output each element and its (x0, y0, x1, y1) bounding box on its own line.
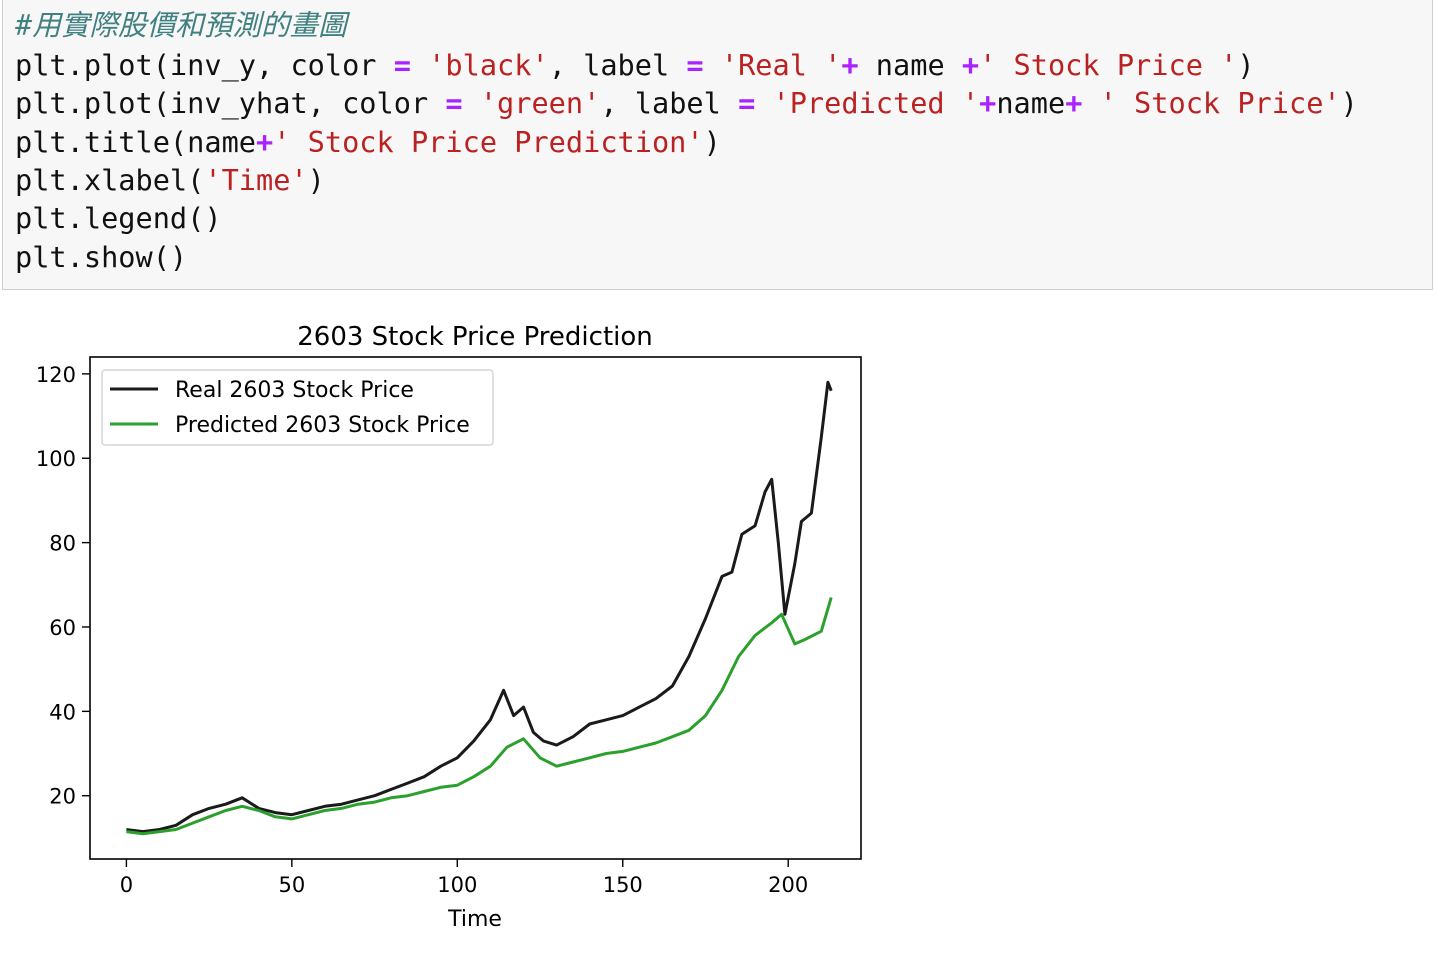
code-token: 'Predicted ' (772, 86, 980, 121)
code-token: ) (1237, 48, 1255, 82)
legend-box (101, 369, 494, 446)
code-token: ' Stock Price' (1099, 86, 1341, 121)
code-line: plt.plot(inv_y, color = 'black', label =… (15, 46, 1255, 84)
code-token: plt.plot(inv_y, color (15, 48, 394, 82)
y-tick-label: 40 (49, 700, 76, 724)
code-token (1082, 86, 1099, 120)
code-token: ) (703, 124, 721, 159)
code-token: + (256, 124, 274, 159)
code-token: 'black' (428, 48, 549, 82)
code-line: plt.plot(inv_yhat, color = 'green', labe… (15, 84, 1358, 122)
code-token: + (961, 48, 980, 82)
code-line: plt.xlabel('Time') (15, 161, 325, 199)
code-token: 'Real ' (720, 48, 842, 82)
code-token: + (1065, 86, 1083, 121)
code-line: plt.title(name+' Stock Price Prediction'… (15, 123, 721, 161)
x-tick-label: 100 (437, 873, 477, 897)
chart-output: 2603 Stock Price Prediction 0 50 100 150 200… (0, 296, 900, 964)
code-token: name (858, 48, 962, 82)
x-tick-label: 50 (278, 873, 305, 897)
stock-price-chart: 2603 Stock Price Prediction 0 50 100 150 200… (36, 322, 862, 932)
code-line: plt.legend() (15, 199, 222, 237)
code-token: + (841, 48, 859, 82)
code-token: plt.xlabel( (15, 162, 205, 197)
chart-title: 2603 Stock Price Prediction (297, 322, 653, 352)
code-token (411, 48, 428, 82)
x-tick-label: 150 (603, 873, 643, 897)
code-cell[interactable]: #用實際股價和預測的畫圖 plt.plot(inv_y, color = 'bl… (2, 0, 1433, 290)
code-token: plt.title(name (15, 124, 257, 159)
legend: Real 2603 Stock Price Predicted 2603 Sto… (101, 369, 494, 446)
code-token: ) (1340, 86, 1358, 121)
code-token (755, 86, 772, 120)
series-line-predicted (126, 597, 833, 836)
code-line: plt.show() (15, 238, 187, 276)
y-tick-label: 20 (49, 785, 76, 809)
code-token: ' Stock Price ' (979, 48, 1238, 82)
code-token: , label (548, 48, 687, 82)
code-token: plt.show() (15, 239, 188, 274)
code-token: ) (307, 162, 325, 197)
code-token: plt.legend() (15, 201, 222, 236)
y-tick-label: 80 (49, 532, 76, 556)
y-tick-label: 60 (49, 616, 76, 640)
code-token: , label (600, 86, 739, 121)
code-token (704, 48, 721, 82)
code-token: plt.plot(inv_yhat, color (15, 86, 446, 121)
code-token: ' Stock Price Prediction' (273, 124, 704, 159)
y-tick-label: 120 (36, 363, 76, 387)
series-line-real (126, 380, 833, 834)
code-token: = (445, 86, 463, 121)
legend-label-predicted: Predicted 2603 Stock Price (175, 413, 470, 438)
code-token: = (738, 86, 756, 121)
plot-frame (89, 356, 862, 860)
code-token: = (686, 48, 704, 82)
y-tick-label: 100 (36, 447, 76, 471)
code-token: 'Time' (204, 162, 308, 197)
code-token (463, 86, 480, 120)
x-tick-label: 0 (120, 873, 133, 897)
code-token: + (979, 86, 997, 121)
code-comment: #用實際股價和預測的畫圖 (15, 8, 347, 42)
code-token: = (393, 48, 411, 82)
x-tick-label: 200 (768, 873, 808, 897)
x-axis-label: Time (447, 907, 502, 932)
code-token: 'green' (479, 86, 601, 121)
code-token: name (996, 86, 1066, 121)
legend-label-real: Real 2603 Stock Price (175, 378, 414, 403)
